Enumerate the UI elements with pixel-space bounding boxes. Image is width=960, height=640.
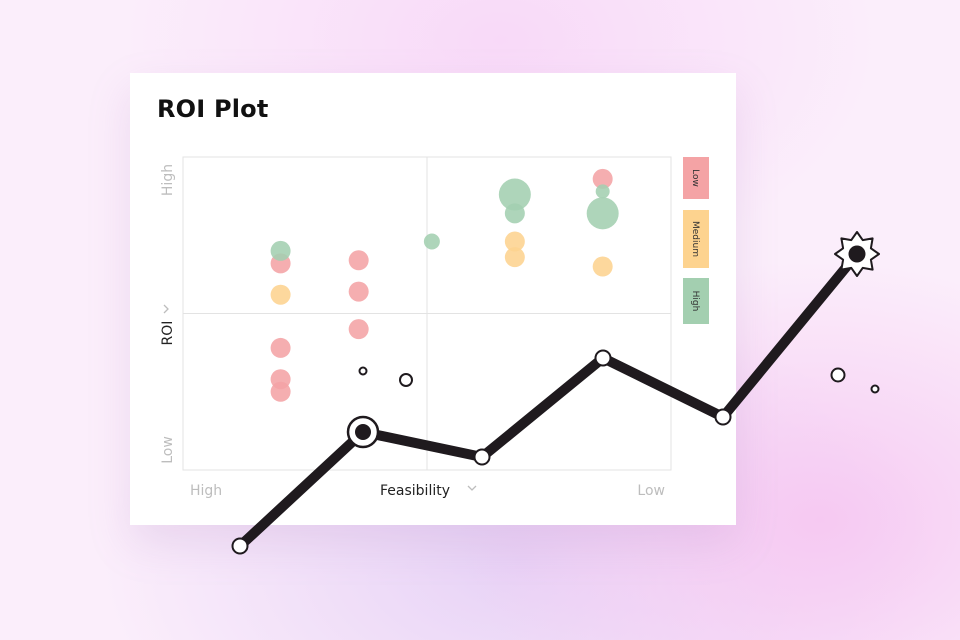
x-axis-label: Feasibility	[380, 483, 450, 499]
series-medium	[270, 231, 613, 305]
data-point	[592, 256, 613, 277]
data-point	[498, 178, 531, 211]
data-point	[270, 337, 291, 358]
data-point	[504, 247, 525, 268]
data-point	[504, 231, 525, 252]
series-low	[270, 168, 613, 402]
x-tick-low: Low	[637, 483, 665, 499]
data-point	[423, 233, 440, 250]
legend-item-high: High	[683, 278, 709, 324]
series-high	[270, 178, 619, 261]
legend-swatch	[683, 210, 709, 268]
trend-node	[714, 408, 732, 426]
data-point	[348, 281, 369, 302]
y-axis-chevron-icon	[163, 304, 169, 314]
legend-label: High	[690, 291, 700, 312]
y-axis-label: ROI	[160, 321, 176, 346]
floating-dot	[830, 367, 846, 383]
data-point	[595, 184, 610, 199]
floating-dot	[399, 373, 413, 387]
trend-node	[594, 349, 612, 367]
card-title: ROI Plot	[157, 95, 269, 123]
legend-label: Medium	[690, 221, 700, 257]
floating-dot	[358, 366, 368, 376]
legend-label: Low	[690, 169, 700, 187]
data-point	[270, 284, 291, 305]
y-tick-low: Low	[160, 436, 176, 464]
burst-node-core	[848, 245, 866, 263]
legend-swatch	[683, 157, 709, 199]
legend-item-low: Low	[683, 157, 709, 199]
data-point	[348, 319, 369, 340]
x-tick-high: High	[190, 483, 222, 499]
data-point	[270, 381, 291, 402]
data-point	[586, 197, 619, 230]
trend-line	[235, 249, 862, 551]
target-node-core	[355, 424, 371, 440]
x-axis-chevron-icon	[467, 485, 477, 491]
floating-dot	[870, 384, 880, 394]
data-point	[348, 250, 369, 271]
trend-node	[473, 448, 491, 466]
data-point	[592, 168, 613, 189]
data-point	[504, 203, 525, 224]
legend-swatch	[683, 278, 709, 324]
data-point	[270, 240, 291, 261]
trend-node	[231, 537, 249, 555]
legend-item-medium: Medium	[683, 210, 709, 268]
y-tick-high: High	[160, 164, 176, 196]
